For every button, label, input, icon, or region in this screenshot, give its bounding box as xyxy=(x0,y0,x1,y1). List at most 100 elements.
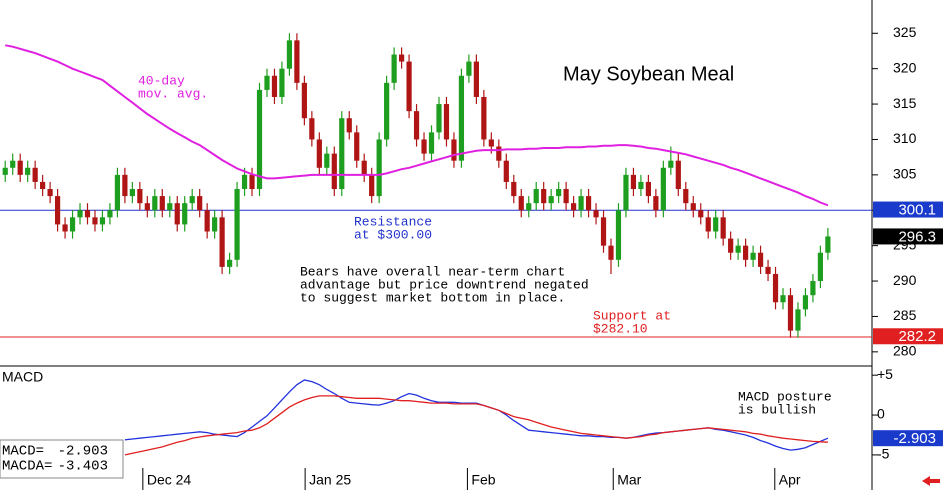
candle-body xyxy=(279,68,285,97)
candle-body xyxy=(743,245,749,260)
value-box-label: 296.3 xyxy=(898,228,936,245)
annotation: Bears have overall near-term chart xyxy=(300,264,565,279)
y-tick-label: 290 xyxy=(893,272,917,288)
candle-body xyxy=(54,196,61,225)
candle-body xyxy=(212,217,218,232)
candle-body xyxy=(548,196,554,204)
candle-body xyxy=(40,181,46,190)
candle-body xyxy=(406,61,412,112)
candle-body xyxy=(578,196,584,211)
value-box xyxy=(873,228,943,245)
y-tick-label: 315 xyxy=(893,95,917,111)
y-tick-label: +5 xyxy=(877,366,893,382)
candle-body xyxy=(615,210,622,260)
candle-body xyxy=(810,281,816,296)
candle-body xyxy=(571,203,577,211)
candle-body xyxy=(391,54,397,83)
annotation: to suggest market bottom in place. xyxy=(300,290,565,305)
candle-body xyxy=(354,132,360,161)
candle-body xyxy=(735,245,741,253)
legend-name: MACDA= xyxy=(2,459,52,475)
y-tick-label: 285 xyxy=(893,307,917,323)
candle-body xyxy=(496,146,502,161)
candle-body xyxy=(802,295,809,310)
candle-body xyxy=(286,40,293,69)
candle-body xyxy=(825,236,831,253)
line-label: Resistance xyxy=(354,214,432,229)
value-box-label: 300.1 xyxy=(898,202,936,219)
candle-body xyxy=(77,210,83,218)
candle-body xyxy=(10,160,16,168)
value-box xyxy=(873,430,943,447)
candle-body xyxy=(443,104,450,140)
candle-body xyxy=(122,174,128,197)
candle-body xyxy=(137,189,143,204)
candle-body xyxy=(683,189,689,204)
candle-body xyxy=(488,139,494,147)
candle-body xyxy=(226,259,233,267)
overlay-label: 40-day xyxy=(138,73,185,88)
candle-body xyxy=(787,295,794,331)
value-box xyxy=(873,328,943,345)
candle-body xyxy=(294,40,300,83)
candle-body xyxy=(795,309,801,331)
candle-body xyxy=(99,217,106,225)
candle-body xyxy=(92,217,98,225)
legend-value: -3.403 xyxy=(58,459,108,475)
x-tick-label: Mar xyxy=(617,472,641,488)
candle-body xyxy=(331,153,337,190)
legend-value: -2.903 xyxy=(58,444,108,460)
candle-body xyxy=(780,295,786,303)
candle-body xyxy=(413,111,420,140)
candle-body xyxy=(533,189,539,204)
candle-body xyxy=(511,181,517,197)
candle-body xyxy=(152,196,158,211)
line-label: at $300.00 xyxy=(354,227,432,242)
candle-body xyxy=(301,82,307,119)
candle-body xyxy=(167,203,173,211)
candle-body xyxy=(428,132,435,154)
panel-title: May Soybean Meal xyxy=(563,63,734,85)
candle-body xyxy=(518,196,524,211)
candle-body xyxy=(182,203,188,225)
candle-body xyxy=(421,139,427,154)
candle-body xyxy=(159,196,165,211)
candle-body xyxy=(772,273,779,303)
candle-body xyxy=(241,174,248,190)
candle-body xyxy=(264,75,270,90)
candle-body xyxy=(47,189,53,197)
candle-body xyxy=(114,174,121,211)
candle-body xyxy=(466,61,472,76)
scroll-arrow[interactable] xyxy=(922,476,940,486)
candle-body xyxy=(750,252,756,260)
candle-body xyxy=(249,174,255,190)
macd-line xyxy=(124,395,828,456)
candle-body xyxy=(346,118,352,133)
candle-body xyxy=(473,61,479,97)
candle-body xyxy=(451,139,457,161)
x-tick-label: Feb xyxy=(471,472,495,488)
candle-body xyxy=(17,160,23,175)
annotation: is bullish xyxy=(738,402,816,417)
value-box-label: -2.903 xyxy=(893,430,936,447)
candle-body xyxy=(25,167,31,175)
candle-body xyxy=(107,210,113,218)
candle-body xyxy=(174,203,180,225)
candle-body xyxy=(369,174,375,197)
candle-body xyxy=(197,196,203,211)
candle-body xyxy=(720,217,726,239)
candle-body xyxy=(339,118,345,190)
candle-body xyxy=(376,139,382,197)
x-tick-label: Dec 24 xyxy=(147,472,192,488)
candle-body xyxy=(630,174,637,190)
candle-body xyxy=(600,217,607,246)
candle-body xyxy=(556,189,562,197)
candle-body xyxy=(32,167,38,182)
candle-body xyxy=(675,160,681,190)
candle-body xyxy=(728,238,734,253)
x-tick-label: Jan 25 xyxy=(309,472,351,488)
candle-body xyxy=(458,75,465,161)
candle-body xyxy=(638,181,644,190)
value-box-label: 282.2 xyxy=(898,328,936,345)
